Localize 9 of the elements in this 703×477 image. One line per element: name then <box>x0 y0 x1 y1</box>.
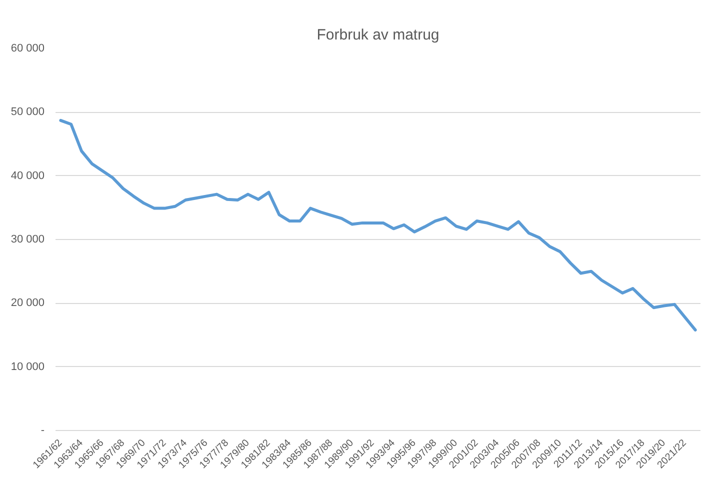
y-tick-label: 30 000 <box>10 234 45 246</box>
y-tick-label: - <box>40 424 45 436</box>
y-tick-label: 20 000 <box>10 297 45 310</box>
y-tick-label: 60 000 <box>10 42 45 54</box>
line-series <box>59 118 697 332</box>
chart-title: Forbruk av matrug <box>316 26 440 44</box>
y-tick-label: 10 000 <box>10 360 45 373</box>
y-tick-label: 50 000 <box>10 106 45 118</box>
y-tick-label: 40 000 <box>10 170 45 182</box>
